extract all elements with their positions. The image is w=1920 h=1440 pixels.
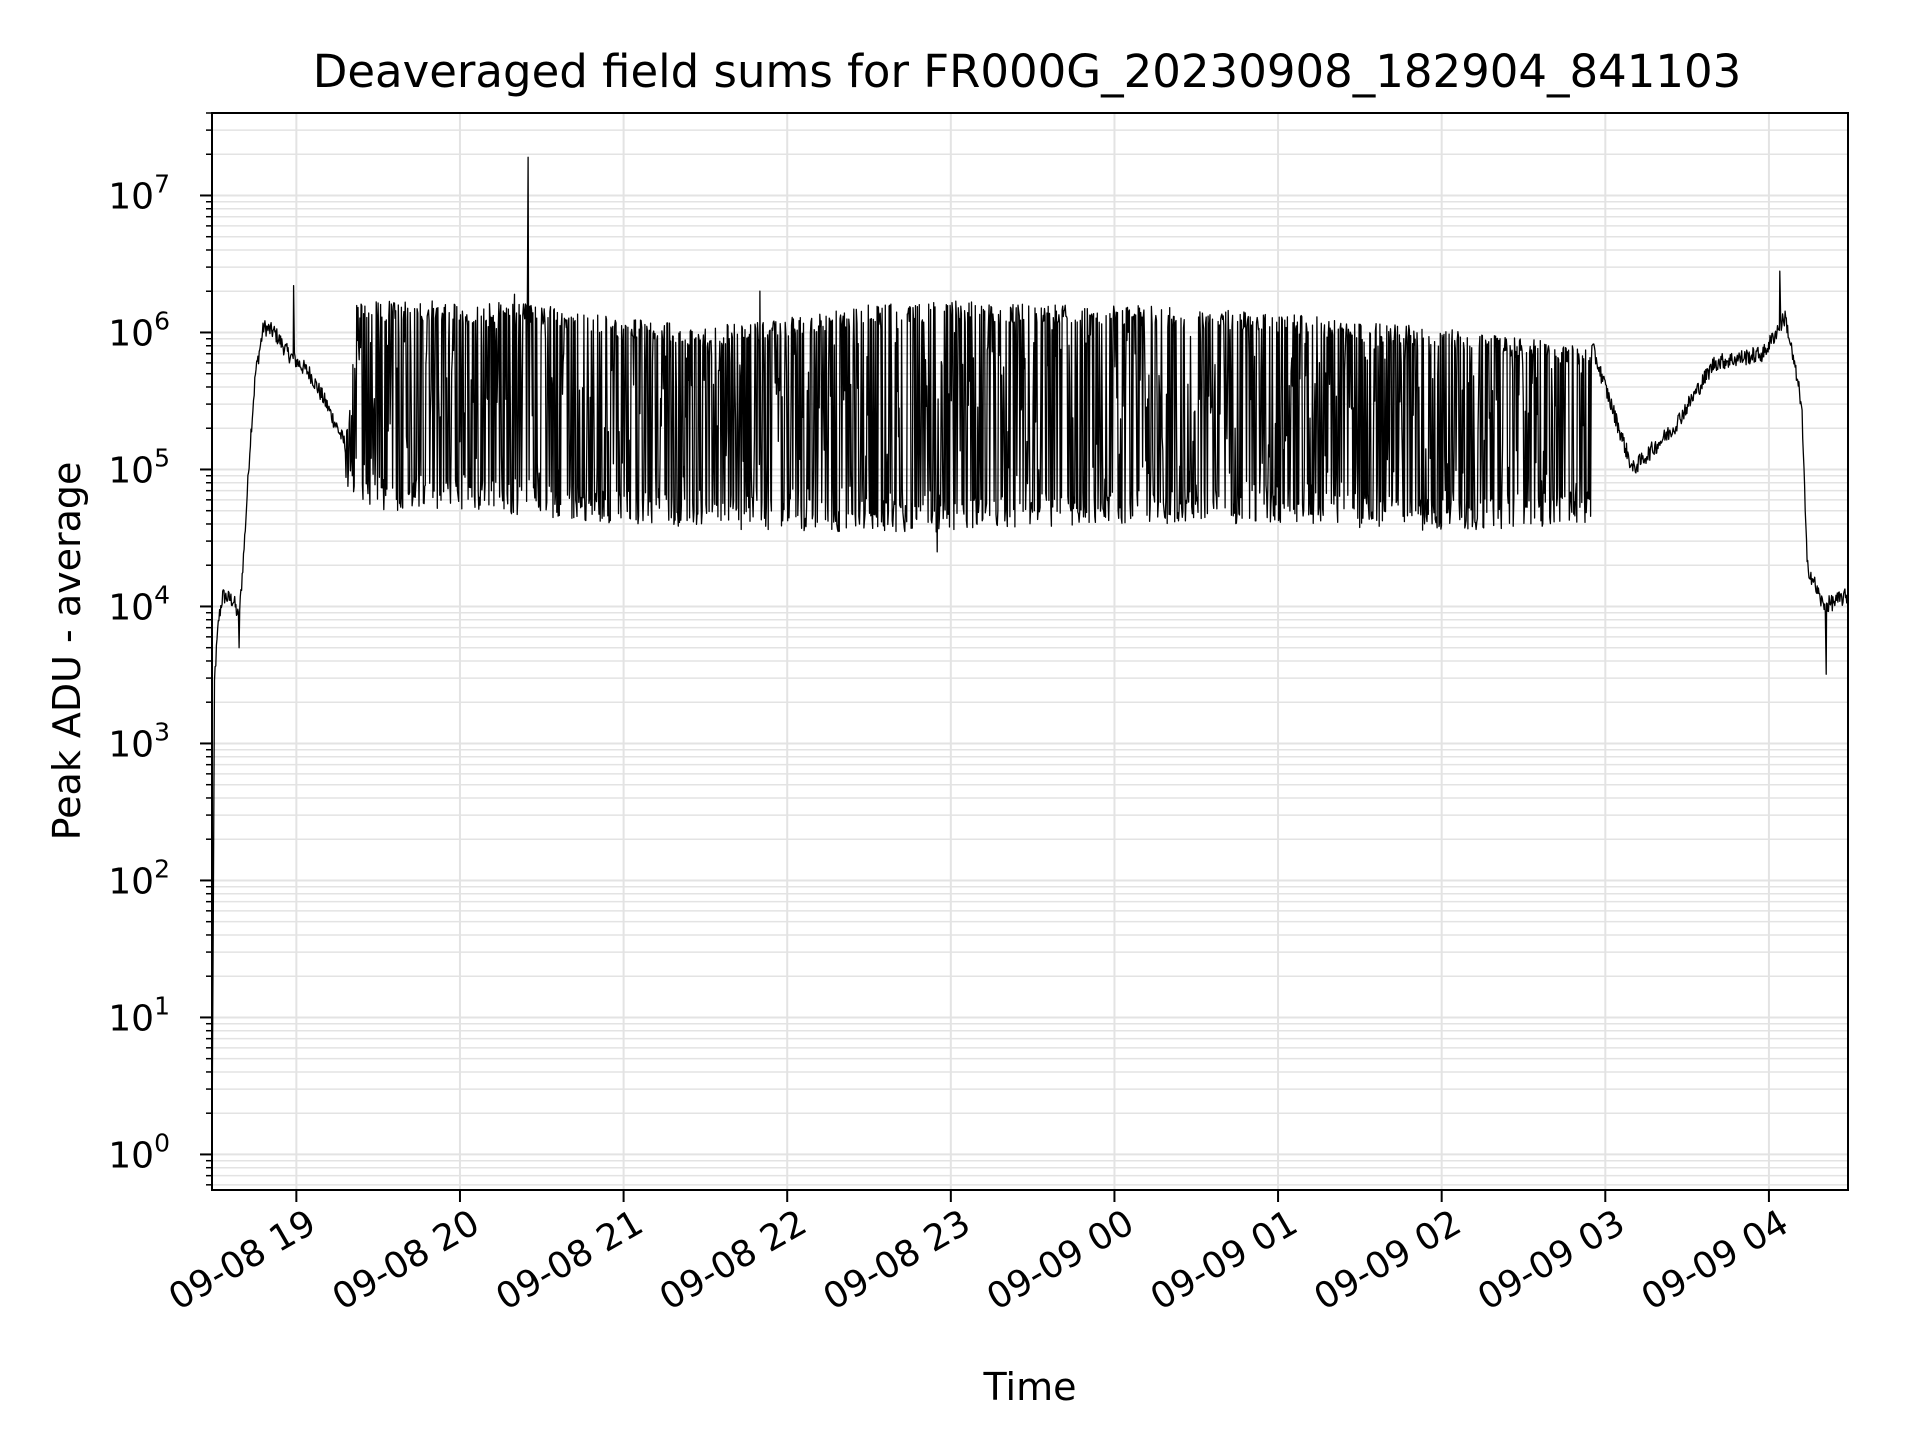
y-tick-label: 102 bbox=[108, 854, 170, 902]
y-tick-exponent: 5 bbox=[154, 443, 170, 472]
y-tick-base: 10 bbox=[108, 313, 154, 354]
y-tick-exponent: 3 bbox=[154, 717, 170, 746]
y-tick-label: 101 bbox=[108, 991, 170, 1039]
y-tick-exponent: 7 bbox=[154, 169, 170, 198]
y-tick-label: 104 bbox=[108, 580, 170, 628]
series-line bbox=[211, 156, 1849, 1152]
x-axis-label: Time bbox=[983, 1365, 1077, 1409]
y-tick-label: 106 bbox=[108, 306, 170, 354]
y-tick-base: 10 bbox=[108, 450, 154, 491]
grid bbox=[212, 112, 1848, 1190]
y-tick-exponent: 0 bbox=[154, 1128, 170, 1157]
chart-title: Deaveraged field sums for FR000G_2023090… bbox=[313, 45, 1742, 98]
y-tick-base: 10 bbox=[108, 998, 154, 1039]
y-tick-base: 10 bbox=[108, 1135, 154, 1176]
y-axis-label: Peak ADU - average bbox=[45, 462, 89, 841]
y-tick-exponent: 2 bbox=[154, 854, 170, 883]
y-tick-base: 10 bbox=[108, 176, 154, 217]
plot-frame bbox=[211, 112, 1849, 1191]
y-tick-exponent: 6 bbox=[154, 306, 170, 335]
y-tick-exponent: 4 bbox=[154, 580, 170, 609]
y-tick-base: 10 bbox=[108, 724, 154, 765]
y-tick-exponent: 1 bbox=[154, 991, 170, 1020]
y-tick-label: 103 bbox=[108, 717, 170, 765]
y-tick-label: 105 bbox=[108, 443, 170, 491]
y-tick-label: 100 bbox=[108, 1128, 170, 1176]
y-tick-base: 10 bbox=[108, 587, 154, 628]
series-line-group bbox=[211, 156, 1849, 1152]
y-tick-base: 10 bbox=[108, 861, 154, 902]
y-tick-label: 107 bbox=[108, 169, 170, 217]
